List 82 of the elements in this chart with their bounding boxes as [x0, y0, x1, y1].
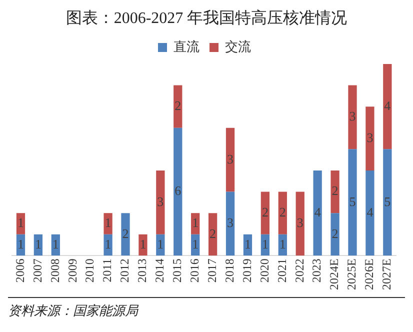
data-label: 1: [279, 236, 286, 252]
x-tick-label: 2016: [188, 258, 202, 283]
bar: [156, 170, 165, 234]
data-label: 1: [34, 236, 42, 252]
data-label: 1: [192, 236, 199, 252]
data-label: 1: [17, 215, 24, 230]
data-label: 4: [384, 98, 392, 114]
bar: [260, 192, 270, 234]
bar: [366, 170, 374, 256]
bar: [174, 85, 182, 128]
x-tick-label: 2006: [12, 258, 27, 283]
bar: [121, 213, 130, 256]
legend-label: 交流: [225, 38, 251, 54]
bar: [348, 149, 357, 256]
bar: [348, 85, 357, 150]
x-tick-label: 2009: [65, 258, 80, 283]
data-label: 2: [279, 204, 286, 220]
x-tick-label: 2018: [222, 258, 236, 283]
bar: [208, 213, 218, 256]
x-tick-label: 2007: [30, 258, 44, 283]
bar: [174, 128, 182, 256]
data-label: 5: [384, 194, 391, 209]
data-label: 3: [157, 194, 164, 209]
data-label: 1: [244, 236, 251, 252]
x-tick-label: 2011: [100, 258, 114, 282]
bar: [313, 170, 322, 256]
bar: [104, 234, 112, 256]
x-tick-label: 2008: [48, 258, 62, 283]
data-label: 4: [314, 204, 322, 220]
data-label: 5: [349, 194, 356, 209]
x-tick-label: 2010: [82, 258, 97, 283]
legend-label: 直流: [174, 38, 200, 54]
bar: [16, 213, 26, 234]
data-label: 2: [210, 226, 216, 241]
x-tick-label: 2026E: [362, 258, 376, 290]
bar: [226, 128, 235, 192]
data-label: 2: [262, 204, 268, 220]
bar: [330, 213, 340, 256]
data-label: 1: [104, 215, 112, 230]
data-label: 1: [262, 236, 268, 252]
data-label: 2: [122, 226, 129, 241]
data-label: 3: [227, 215, 234, 230]
x-tick-label: 2014: [152, 258, 167, 283]
x-tick-label: 2023: [310, 258, 324, 283]
bar: [278, 192, 287, 234]
data-label: 1: [17, 236, 24, 252]
bar: [330, 170, 340, 214]
x-tick-label: 2013: [135, 258, 150, 283]
x-tick-label: 2027E: [380, 258, 394, 290]
text: 资料来源：国家能源局: [8, 302, 140, 320]
data-label: 1: [192, 215, 199, 230]
x-tick-label: 2019: [240, 258, 254, 283]
bar: [138, 234, 148, 256]
data-label: 3: [366, 130, 374, 145]
x-tick-label: 2025E: [344, 258, 359, 290]
data-label: 2: [332, 183, 338, 198]
data-label: 3: [227, 151, 234, 166]
data-label: 3: [349, 108, 356, 124]
x-tick-label: 2024E: [327, 258, 342, 290]
x-tick-label: 2020: [257, 258, 272, 283]
bar: [104, 213, 112, 234]
bar: [383, 64, 392, 150]
x-tick-label: 2012: [118, 258, 132, 283]
data-label: 2: [332, 226, 338, 241]
data-label: 6: [174, 183, 182, 198]
bar: [296, 192, 304, 256]
chart-title: 图表：2006-2027 年我国特高压核准情况: [64, 8, 348, 29]
bar: [226, 192, 235, 256]
data-label: 2: [174, 98, 182, 114]
x-tick-label: 2017: [204, 258, 219, 283]
x-tick-label: 2021: [274, 258, 289, 283]
data-label: 1: [52, 236, 59, 252]
bar: [383, 149, 392, 256]
data-label: 1: [104, 236, 112, 252]
data-label: 3: [296, 215, 304, 230]
data-label: 1: [140, 236, 146, 252]
data-label: 4: [366, 204, 374, 220]
x-tick-label: 2015: [170, 258, 184, 283]
bar: [191, 213, 200, 234]
bar: [366, 106, 374, 170]
data-label: 1: [157, 236, 164, 252]
x-tick-label: 2022: [292, 258, 306, 283]
